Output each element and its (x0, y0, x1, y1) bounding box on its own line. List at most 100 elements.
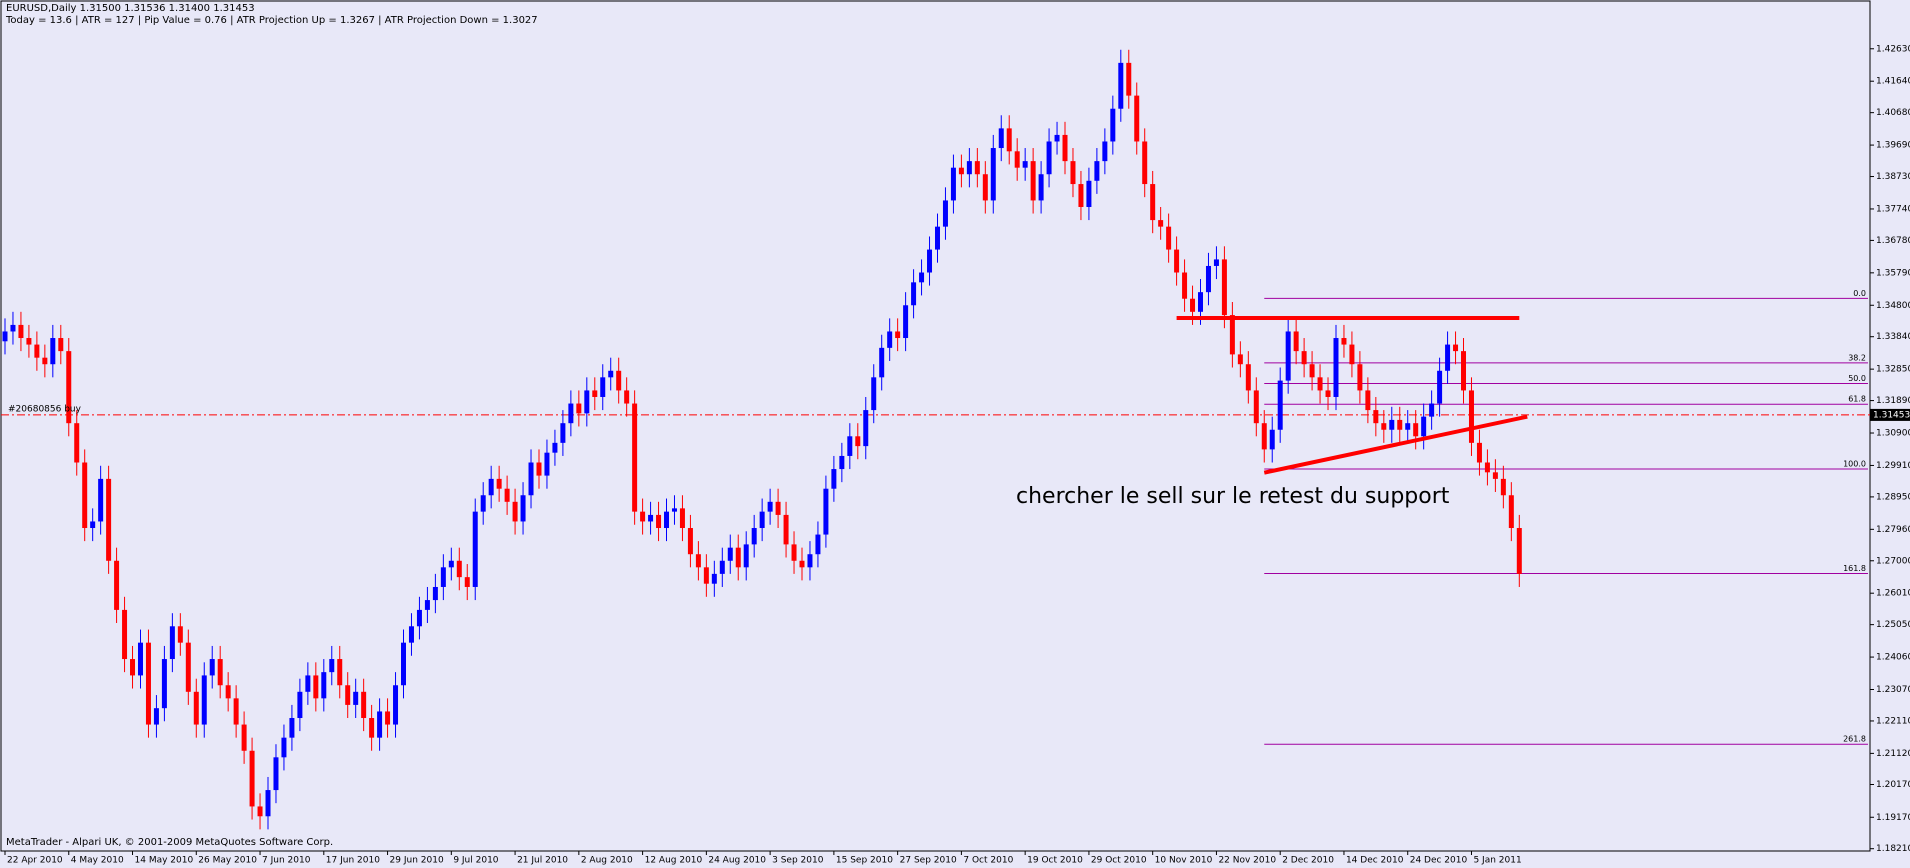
candle-body (369, 718, 375, 738)
price-tag-label: 1.31453 (1873, 410, 1910, 420)
candle-body (1174, 249, 1180, 273)
y-tick-label: 1.30900 (1876, 429, 1910, 439)
candle-body (1213, 259, 1219, 266)
x-tick-label: 17 Jun 2010 (326, 856, 380, 866)
order-label: #20680856 buy (8, 404, 82, 414)
y-tick-label: 1.35790 (1876, 268, 1910, 278)
candle-body (1516, 528, 1522, 574)
candle-body (1476, 442, 1482, 463)
candle-body (177, 626, 183, 643)
candle-body (1365, 390, 1371, 411)
candle-body (1022, 161, 1028, 168)
candle-body (1102, 141, 1108, 162)
candle-body (297, 691, 303, 719)
y-tick-label: 1.21120 (1876, 749, 1910, 759)
candle-body (1062, 134, 1068, 162)
candle-body (576, 403, 582, 414)
candle-body (887, 331, 893, 348)
chart-title: EURUSD,Daily 1.31500 1.31536 1.31400 1.3… (6, 3, 255, 14)
candle-body (1014, 151, 1020, 168)
candle-body (958, 167, 964, 175)
candle-body (66, 351, 72, 424)
candle-body (584, 390, 590, 414)
candle-body (1492, 472, 1498, 479)
candle-body (783, 514, 789, 545)
fib-label: 161.8 (1843, 564, 1866, 573)
candle-body (1484, 462, 1490, 473)
candle-body (974, 161, 980, 175)
candle-body (130, 659, 136, 676)
candle-body (1126, 62, 1132, 96)
x-tick-label: 21 Jul 2010 (517, 856, 568, 866)
candle-body (289, 718, 295, 738)
candle-body (1261, 423, 1267, 450)
candle-body (1453, 344, 1459, 352)
candle-body (1325, 390, 1331, 397)
x-tick-label: 12 Aug 2010 (645, 856, 703, 866)
candle-body (671, 508, 677, 512)
candle-body (982, 174, 988, 201)
candle-body (520, 495, 526, 522)
candle-body (990, 148, 996, 201)
candle-body (560, 423, 566, 443)
candle-body (679, 508, 685, 529)
candle-body (1421, 416, 1427, 437)
y-tick-label: 1.25050 (1876, 620, 1910, 630)
candle-body (759, 511, 765, 529)
candle-body (536, 462, 542, 476)
candle-body (1245, 364, 1251, 391)
x-tick-label: 2 Dec 2010 (1282, 856, 1334, 866)
plot-border (0, 0, 1871, 852)
candle-body (911, 282, 917, 306)
y-tick-label: 1.31890 (1876, 396, 1910, 406)
candle-body (791, 544, 797, 561)
x-tick-label: 7 Jun 2010 (262, 856, 311, 866)
candle-body (1397, 419, 1403, 430)
y-tick-label: 1.27960 (1876, 525, 1910, 535)
candle-body (114, 560, 120, 610)
candle-body (624, 390, 630, 404)
candle-body (847, 436, 853, 456)
candle-body (600, 377, 606, 397)
candle-body (743, 544, 749, 568)
candle-body (1253, 390, 1259, 424)
y-tick-label: 1.22110 (1876, 716, 1910, 726)
candle-body (656, 514, 662, 529)
candle-body (42, 357, 48, 365)
candle-body (464, 577, 470, 587)
candle-body (751, 528, 757, 545)
candle-body (353, 691, 359, 705)
x-tick-label: 24 Dec 2010 (1410, 856, 1468, 866)
candle-body (10, 324, 16, 332)
candle-body (169, 626, 175, 660)
fib-label: 61.8 (1848, 395, 1866, 404)
y-tick-label: 1.29910 (1876, 461, 1910, 471)
candle-body (1437, 370, 1443, 404)
x-tick-label: 24 Aug 2010 (708, 856, 766, 866)
candle-body (377, 711, 383, 738)
candle-body (616, 370, 622, 391)
candle-body (416, 609, 422, 627)
candle-body (919, 272, 925, 283)
candle-body (1190, 298, 1196, 312)
candle-body (74, 423, 80, 463)
x-tick-label: 10 Nov 2010 (1155, 856, 1213, 866)
candle-body (504, 488, 510, 502)
candle-body (1309, 364, 1315, 378)
candle-body (496, 478, 502, 489)
candle-body (1078, 184, 1084, 207)
price-tag (1870, 408, 1910, 421)
candle-body (799, 560, 805, 568)
candle-body (1508, 495, 1514, 529)
candle-body (1389, 419, 1395, 430)
candle-body (831, 469, 837, 489)
candle-body (201, 675, 207, 725)
candle-body (1054, 134, 1060, 142)
candle-body (1142, 141, 1148, 185)
candle-body (281, 737, 287, 758)
candle-body (1293, 331, 1299, 352)
candle-body (1229, 315, 1235, 355)
candle-body (1070, 161, 1076, 185)
candle-body (934, 226, 940, 250)
